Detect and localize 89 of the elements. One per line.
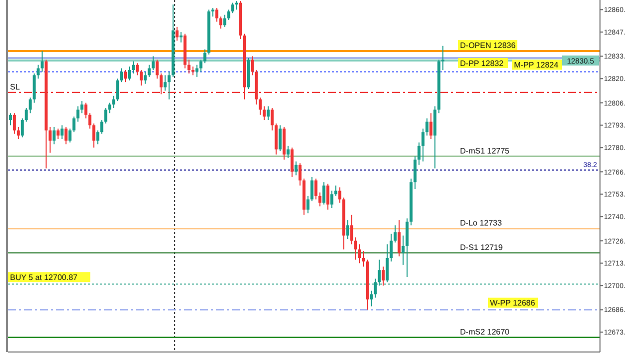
- candlestick: [88, 112, 92, 130]
- candlestick: [144, 71, 147, 84]
- candlestick: [104, 107, 108, 124]
- candlestick: [370, 290, 373, 307]
- candlestick: [76, 106, 80, 122]
- candlestick: [48, 126, 52, 154]
- candlestick: [152, 56, 155, 71]
- ref-line-label: D-PP 12832: [460, 58, 504, 68]
- candlestick: [24, 107, 28, 122]
- candlestick: [250, 56, 254, 76]
- candlestick: [422, 128, 424, 162]
- candlestick: [350, 214, 354, 245]
- candlestick: [290, 147, 294, 178]
- candlestick: [8, 112, 12, 126]
- candlestick: [219, 16, 222, 30]
- candlestick: [258, 97, 262, 116]
- candlestick: [425, 118, 428, 136]
- candlestick: [80, 100, 84, 114]
- candlestick: [278, 124, 282, 152]
- candlestick: [60, 124, 64, 140]
- candlestick: [16, 126, 20, 140]
- candlestick: [168, 71, 171, 100]
- candlestick: [108, 102, 112, 114]
- candlestick: [203, 48, 206, 64]
- candlestick: [386, 244, 389, 283]
- candlestick: [140, 70, 143, 86]
- candlestick: [326, 183, 330, 210]
- ref-line-label: D-mS1 12775: [460, 146, 510, 156]
- candlestick: [68, 128, 72, 143]
- candlestick: [199, 59, 202, 72]
- candlestick: [28, 97, 32, 114]
- candlestick: [294, 160, 298, 176]
- candlestick: [40, 50, 44, 72]
- candlestick: [362, 250, 365, 268]
- candlestick: [148, 64, 151, 78]
- ref-line-label: D-OPEN 12836: [460, 41, 516, 50]
- ref-line-label: BUY 5 at 12700.87: [10, 273, 78, 282]
- candlestick: [180, 32, 183, 43]
- candlestick: [120, 68, 124, 83]
- candlestick: [374, 278, 377, 298]
- candlestick: [132, 60, 135, 74]
- candlestick: [298, 162, 302, 186]
- candlestick: [382, 266, 385, 286]
- candlestick: [414, 156, 417, 190]
- candlestick: [176, 26, 179, 42]
- ref-line-label: W-PP 12686: [490, 298, 536, 308]
- candlestick: [354, 236, 358, 260]
- candlestick: [116, 78, 120, 102]
- candlestick: [346, 220, 350, 240]
- candlestick: [429, 112, 432, 140]
- candlestick: [358, 244, 362, 264]
- candlestick: [318, 192, 322, 207]
- candlestick: [136, 62, 139, 76]
- candlestick: [100, 120, 104, 134]
- candlestick: [262, 106, 266, 121]
- candlestick: [314, 178, 318, 200]
- candlestick: [124, 70, 127, 83]
- ref-line-label: D-S1 12719: [460, 242, 504, 252]
- candlestick: [12, 112, 16, 134]
- candlestick: [310, 176, 314, 202]
- candlestick: [164, 74, 167, 92]
- candlestick: [112, 95, 116, 108]
- candlestick: [338, 186, 342, 204]
- candlestick: [418, 142, 421, 166]
- candlestick: [306, 195, 310, 214]
- ref-line-label: M-PP 12824: [514, 60, 559, 70]
- candlestick: [322, 182, 326, 206]
- candlestick: [441, 45, 444, 71]
- candlestick: [56, 128, 60, 140]
- candlestick: [398, 220, 401, 257]
- candlestick: [266, 106, 270, 121]
- candlestick: [187, 59, 190, 74]
- candlestick: [72, 116, 76, 133]
- ref-line-label: SL: [10, 82, 20, 92]
- candlestick: [92, 122, 96, 148]
- candlestick: [64, 126, 68, 145]
- candlestick: [286, 145, 290, 158]
- candlestick: [20, 118, 24, 138]
- candlestick: [227, 9, 230, 21]
- candlestick: [223, 14, 226, 28]
- candlestick: [378, 259, 381, 286]
- ref-line-label: D-Lo 12733: [460, 218, 502, 228]
- candlestick: [215, 7, 218, 22]
- candlestick: [84, 102, 88, 119]
- candlestick: [402, 235, 405, 266]
- candlestick: [52, 126, 56, 145]
- ref-line-label: D-mS2 12670: [460, 327, 510, 336]
- candlestick: [128, 66, 131, 81]
- candlestick: [231, 2, 234, 14]
